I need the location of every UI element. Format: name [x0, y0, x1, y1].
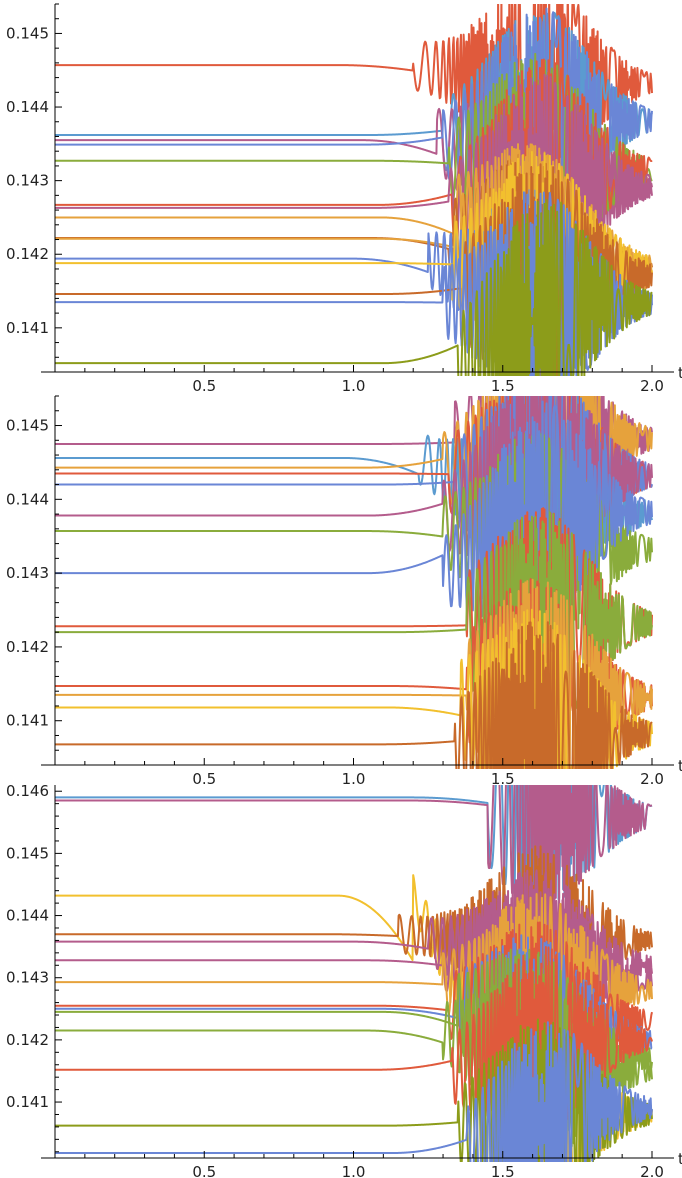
x-tick-label: 1.5	[491, 1163, 515, 1178]
x-tick-label: 2.0	[640, 1163, 664, 1178]
x-tick-label: 1.5	[491, 770, 515, 788]
y-tick-label: 0.141	[6, 319, 49, 337]
series-line-12	[55, 578, 653, 769]
x-tick-label: 2.0	[640, 770, 664, 788]
y-tick-label: 0.142	[6, 245, 49, 263]
y-tick-label: 0.145	[6, 417, 49, 435]
x-tick-label: 0.5	[192, 377, 216, 395]
y-tick-label: 0.143	[6, 969, 49, 987]
x-tick-label: 1.0	[342, 377, 366, 395]
plot-area	[55, 785, 653, 1162]
series-line-4	[55, 7, 653, 237]
series-line-3	[55, 874, 653, 1162]
plot-area	[55, 4, 653, 376]
x-axis-label: t	[678, 1150, 682, 1168]
y-tick-label: 0.142	[6, 1031, 49, 1049]
y-tick-label: 0.142	[6, 638, 49, 656]
y-tick-label: 0.144	[6, 490, 49, 508]
x-axis-label: t	[678, 757, 682, 775]
series-line-1	[55, 785, 653, 906]
plot-area	[55, 396, 653, 769]
y-tick-label: 0.145	[6, 844, 49, 862]
series-line-14	[55, 621, 653, 769]
x-tick-label: 1.0	[342, 770, 366, 788]
y-tick-label: 0.144	[6, 907, 49, 925]
y-tick-label: 0.146	[6, 782, 49, 800]
chart-panel-2: 0.141 0.142 0.143 0.144 0.145 0.5 1.0 1.5 2.0 t	[6, 395, 682, 788]
series-line-12	[55, 946, 653, 1144]
y-tick-label: 0.145	[6, 24, 49, 42]
y-tick-label: 0.143	[6, 172, 49, 190]
series-line-15	[55, 198, 653, 376]
chart-panel-1: 0.141 0.142 0.143 0.144 0.145 0.5 1.0 1.5 2.0 t	[6, 3, 682, 395]
x-tick-label: 0.5	[192, 770, 216, 788]
y-tick-label: 0.144	[6, 98, 49, 116]
y-tick-label: 0.143	[6, 564, 49, 582]
x-axis-label: t	[678, 364, 682, 382]
series-line-2	[55, 11, 653, 238]
y-tick-label: 0.141	[6, 712, 49, 730]
x-tick-label: 2.0	[640, 377, 664, 395]
x-tick-label: 1.5	[491, 377, 515, 395]
x-tick-label: 1.0	[342, 1163, 366, 1178]
chart-panel-3: 0.141 0.142 0.143 0.144 0.145 0.146 0.5 1.0 1.5 2…	[6, 782, 682, 1178]
x-tick-label: 0.5	[192, 1163, 216, 1178]
y-tick-label: 0.141	[6, 1093, 49, 1111]
series-line-8	[55, 400, 653, 638]
